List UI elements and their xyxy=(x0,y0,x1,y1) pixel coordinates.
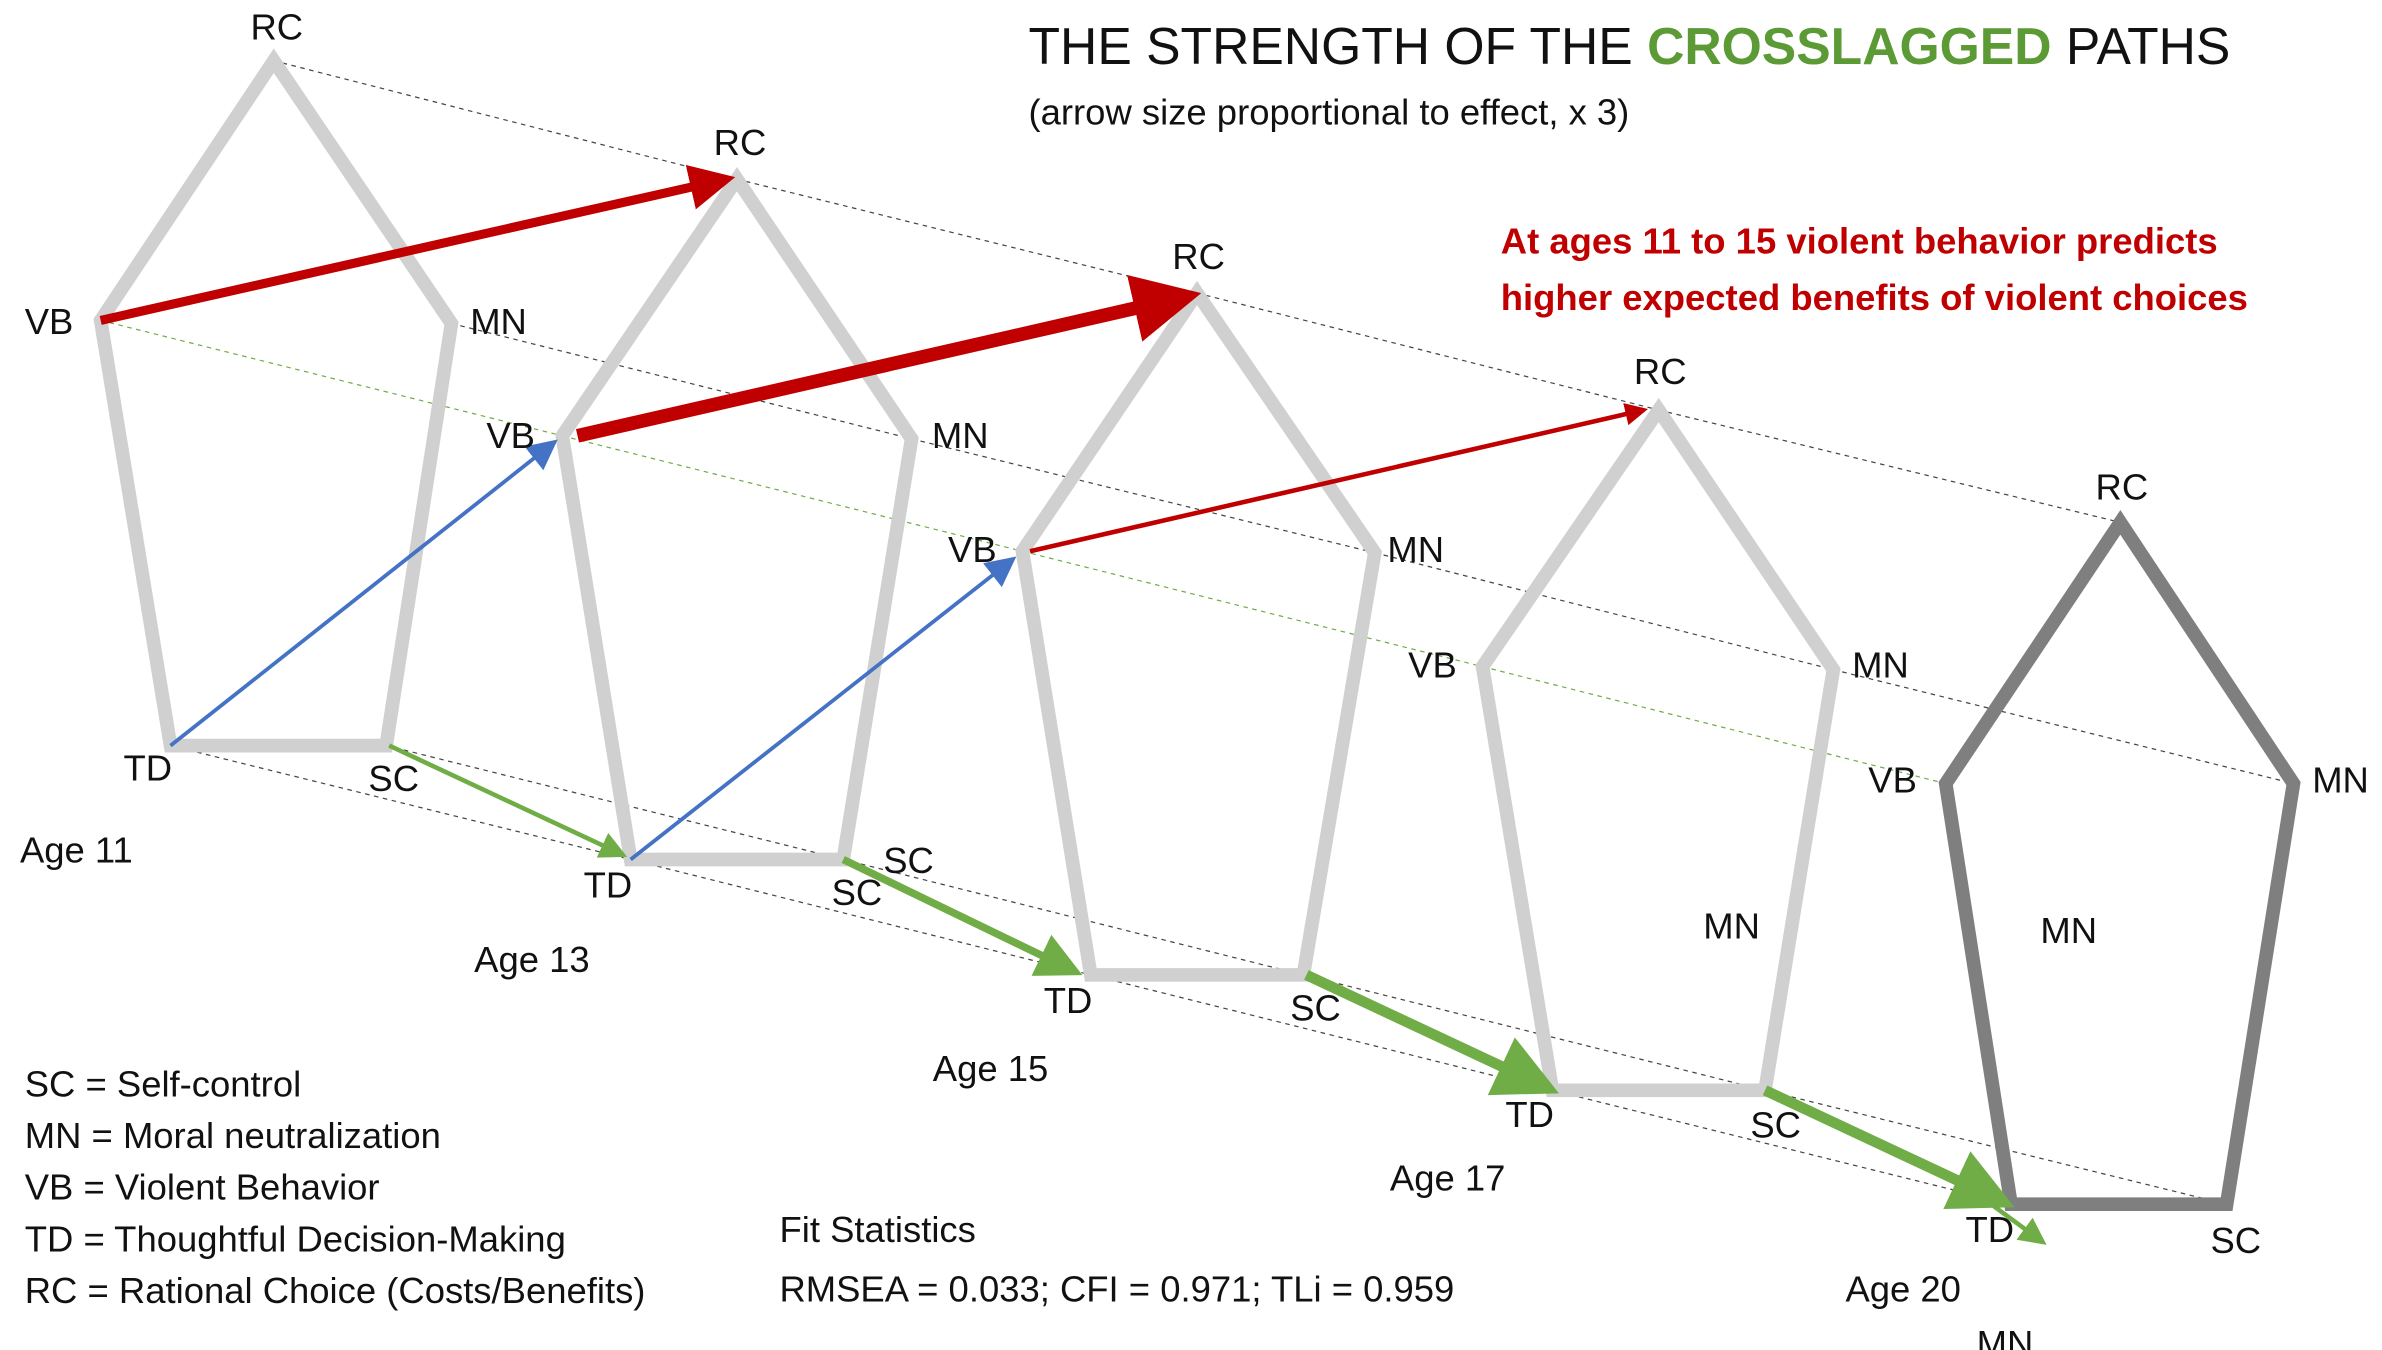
annotation: At ages 11 to 15 violent behavior predic… xyxy=(1501,221,2218,262)
node-label: MN xyxy=(1387,529,1444,570)
pentagon xyxy=(1475,397,1841,1098)
connector xyxy=(562,435,1023,552)
pentagon xyxy=(93,48,459,753)
fit-values: RMSEA = 0.033; CFI = 0.971; TLi = 0.959 xyxy=(779,1268,1454,1309)
connector xyxy=(1833,669,2294,785)
fit-title: Fit Statistics xyxy=(779,1209,975,1250)
node-label: MN xyxy=(2312,760,2369,801)
connector xyxy=(1482,666,1946,785)
green-path xyxy=(1304,970,1560,1096)
node-label: RC xyxy=(2096,467,2149,508)
connector xyxy=(911,438,1375,554)
age-label: Age 15 xyxy=(933,1048,1049,1089)
title: THE STRENGTH OF THE CROSSLAGGED PATHS xyxy=(1029,17,2231,75)
stray-label: MN xyxy=(1703,905,1760,946)
stray-label: MN xyxy=(1977,1323,2034,1350)
blue-path xyxy=(629,556,1017,861)
legend-entry: SC = Self-control xyxy=(25,1063,301,1104)
node-label: MN xyxy=(1852,644,1909,685)
pentagon xyxy=(1938,510,2301,1212)
legend-entry: MN = Moral neutralization xyxy=(25,1115,441,1156)
age-label: Age 13 xyxy=(474,939,590,980)
node-label: SC xyxy=(368,758,419,799)
green-path xyxy=(1973,1190,2047,1245)
connector xyxy=(1552,1089,2012,1205)
legend-entry: RC = Rational Choice (Costs/Benefits) xyxy=(25,1270,646,1311)
age-label: Age 20 xyxy=(1845,1268,1960,1309)
blue-path xyxy=(169,439,558,748)
node-label: RC xyxy=(1634,351,1687,392)
annotation: higher expected benefits of violent choi… xyxy=(1501,277,2248,318)
connector xyxy=(843,858,1304,976)
node-label: VB xyxy=(948,529,997,570)
red-path xyxy=(99,164,736,325)
node-label: VB xyxy=(486,415,535,456)
node-label: VB xyxy=(1868,760,1917,801)
connector xyxy=(273,60,738,180)
pentagon xyxy=(555,166,919,867)
connector xyxy=(1658,409,2121,523)
node-label: MN xyxy=(932,415,989,456)
legend-entry: VB = Violent Behavior xyxy=(25,1167,380,1208)
green-path xyxy=(388,743,628,858)
age-label: Age 11 xyxy=(20,830,133,871)
connector xyxy=(451,322,912,440)
connector xyxy=(100,319,563,437)
connector xyxy=(736,178,1198,294)
connector xyxy=(386,745,844,861)
node-label: TD xyxy=(1505,1094,1554,1135)
connector xyxy=(170,745,631,861)
node-label: RC xyxy=(251,6,304,47)
node-label: SC xyxy=(1750,1104,1801,1145)
node-label: MN xyxy=(470,301,527,342)
connector xyxy=(1022,550,1483,668)
green-path xyxy=(1762,1085,2015,1210)
connector xyxy=(630,858,1091,976)
green-path xyxy=(841,856,1083,976)
node-label: SC xyxy=(1290,987,1341,1028)
node-label: SC xyxy=(2210,1220,2261,1261)
red-path xyxy=(1029,403,1648,554)
legend-entry: TD = Thoughtful Decision-Making xyxy=(25,1218,566,1259)
node-label: RC xyxy=(1172,236,1225,277)
node-label: TD xyxy=(1965,1209,2014,1250)
pentagon xyxy=(1015,280,1382,982)
stray-label: SC xyxy=(883,840,934,881)
node-label: TD xyxy=(123,748,172,789)
connector xyxy=(1374,552,1834,671)
subtitle: (arrow size proportional to effect, x 3) xyxy=(1029,92,1630,133)
node-label: TD xyxy=(1044,980,1093,1021)
node-label: SC xyxy=(832,872,883,913)
stray-label: MN xyxy=(2040,910,2097,951)
node-label: TD xyxy=(584,864,633,905)
connector xyxy=(1303,974,1766,1091)
connector xyxy=(1090,974,1553,1091)
node-label: VB xyxy=(25,301,74,342)
node-label: RC xyxy=(714,122,767,163)
red-path xyxy=(575,275,1202,443)
connector xyxy=(1196,292,1659,411)
node-label: VB xyxy=(1408,644,1457,685)
age-label: Age 17 xyxy=(1390,1158,1506,1199)
